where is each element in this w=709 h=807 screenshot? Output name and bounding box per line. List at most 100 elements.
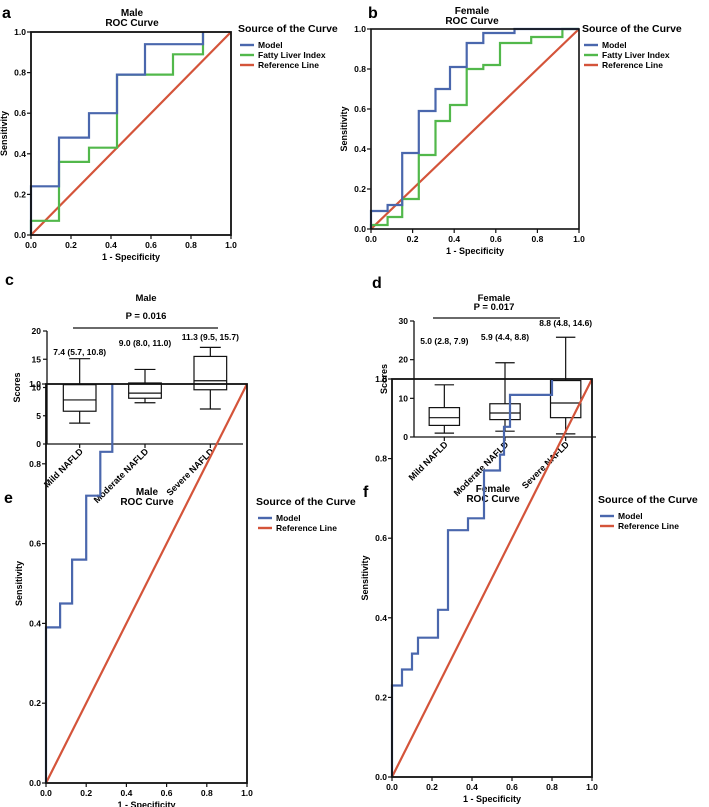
x-tick-label: Severe NAFLD (520, 439, 572, 491)
y-axis-label: Sensitivity (339, 106, 349, 151)
chart-subtitle: ROC Curve (120, 497, 174, 508)
series-line-reference-line (370, 28, 580, 230)
y-tick-label: 0.8 (14, 68, 26, 78)
legend-title: Source of the Curve (582, 23, 682, 35)
x-tick-label: Mild NAFLD (42, 446, 85, 489)
x-tick-label: 0.8 (546, 782, 558, 792)
x-tick-label: 0.4 (466, 782, 478, 792)
panel-label-a: a (2, 5, 11, 22)
y-tick-label: 0.2 (354, 184, 366, 194)
series-line-reference-line (45, 383, 248, 784)
box-severe-nafld: 8.8 (4.8, 14.6) Severe NAFLD (520, 318, 593, 491)
x-tick-label: 1.0 (586, 782, 598, 792)
x-tick-label: Severe NAFLD (164, 446, 216, 498)
y-axis-label: Sensitivity (0, 111, 9, 156)
x-tick-label: 0.6 (145, 240, 157, 250)
x-tick-label: 0.2 (65, 240, 77, 250)
y-tick-label: 0.8 (375, 454, 387, 464)
legend-title: Source of the Curve (238, 23, 338, 35)
y-axis-label: Scores (12, 372, 22, 402)
y-axis-label: Sensitivity (14, 561, 24, 606)
y-axis-label: Sensitivity (360, 555, 370, 600)
y-tick-label: 0.6 (14, 108, 26, 118)
x-tick-label: 0.0 (386, 782, 398, 792)
legend-title: Source of the Curve (256, 496, 356, 508)
box-value-label: 8.8 (4.8, 14.6) (539, 318, 592, 328)
y-tick-label: 0.4 (375, 613, 387, 623)
x-tick-label: Mild NAFLD (407, 439, 450, 482)
y-tick-label: 0.0 (29, 778, 41, 788)
y-tick-label: 0 (36, 439, 41, 449)
chart-title: Female (455, 6, 490, 17)
y-tick-label: 10 (399, 393, 409, 403)
x-tick-label: 0.0 (40, 788, 52, 798)
legend-entry: Reference Line (258, 60, 319, 70)
box-iqr (128, 382, 162, 399)
x-tick-label: 1.0 (225, 240, 237, 250)
x-tick-label: 0.8 (531, 234, 543, 244)
x-tick-label: 0.2 (426, 782, 438, 792)
series-line-reference-line (391, 378, 593, 778)
y-tick-label: 1.0 (354, 24, 366, 34)
box-iqr (428, 407, 461, 427)
series-line-reference-line (30, 31, 232, 236)
x-tick-label: 0.8 (185, 240, 197, 250)
p-value-annotation: P = 0.016 (126, 311, 167, 322)
y-tick-label: 0.4 (14, 149, 26, 159)
chart-subtitle: ROC Curve (466, 494, 520, 505)
y-tick-label: 1.0 (14, 27, 26, 37)
y-tick-label: 0.2 (375, 692, 387, 702)
plot-frame (370, 28, 580, 230)
y-tick-label: 0 (403, 432, 408, 442)
chart-subtitle: ROC Curve (105, 18, 159, 29)
x-tick-label: 0.2 (407, 234, 419, 244)
y-tick-label: 0.0 (375, 772, 387, 782)
chart-title: Male (135, 293, 156, 304)
legend-entry: Reference Line (276, 523, 337, 533)
y-tick-label: 1.0 (375, 374, 387, 384)
panel-label-b: b (368, 5, 378, 22)
legend-entry: Model (618, 511, 643, 521)
box-moderate-nafld: 5.9 (4.4, 8.8)Moderate NAFLD (452, 332, 530, 498)
x-tick-label: 0.4 (105, 240, 117, 250)
y-axis-label: Scores (379, 364, 389, 394)
legend-title: Source of the Curve (598, 494, 698, 506)
y-tick-label: 0.6 (375, 533, 387, 543)
y-tick-label: 0.4 (354, 144, 366, 154)
chart-title: Male (121, 8, 144, 19)
plot-frame (391, 378, 593, 778)
y-tick-label: 0.8 (354, 64, 366, 74)
y-tick-label: 10 (32, 383, 42, 393)
series-line-fatty-liver-index (29, 32, 205, 235)
y-tick-label: 0.2 (29, 698, 41, 708)
panel-label-f: f (363, 484, 369, 501)
y-tick-label: 0.6 (354, 104, 366, 114)
x-tick-label: 0.4 (120, 788, 132, 798)
x-axis-label: 1 - Specificity (446, 246, 504, 256)
y-tick-label: 20 (32, 326, 42, 336)
x-tick-label: 0.8 (201, 788, 213, 798)
plot-frame (45, 383, 248, 784)
series-line-model (29, 32, 205, 235)
y-tick-label: 0.8 (29, 459, 41, 469)
box-mild-nafld: 5.0 (2.8, 7.9) Mild NAFLD (407, 336, 469, 482)
legend-entry: Model (258, 40, 283, 50)
x-tick-label: 0.0 (25, 240, 37, 250)
box-value-label: 11.3 (9.5, 15.7) (182, 332, 239, 342)
series-line-model (369, 27, 579, 229)
y-tick-label: 0.4 (29, 618, 41, 628)
y-tick-label: 15 (32, 354, 42, 364)
chart-subtitle: ROC Curve (445, 16, 499, 27)
chart-title: Male (136, 487, 159, 498)
box-iqr (62, 384, 97, 412)
box-moderate-nafld: 9.0 (8.0, 11.0)Moderate NAFLD (92, 338, 172, 505)
x-axis-label: 1 - Specificity (102, 252, 160, 262)
legend-entry: Reference Line (602, 60, 663, 70)
x-tick-label: 0.6 (161, 788, 173, 798)
y-tick-label: 20 (399, 355, 409, 365)
series-line-model (390, 379, 554, 777)
box-mild-nafld: 7.4 (5.7, 10.8) Mild NAFLD (42, 347, 106, 489)
